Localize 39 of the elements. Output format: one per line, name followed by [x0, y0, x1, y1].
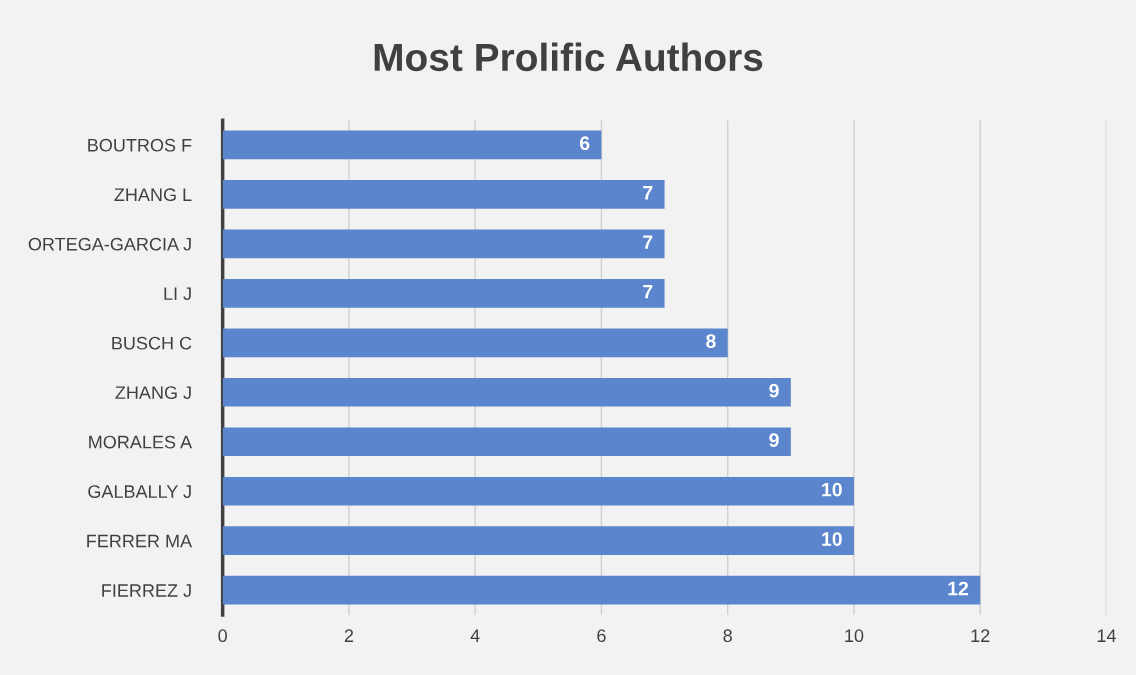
- data-label: 10: [822, 482, 842, 497]
- bar: [222, 377, 791, 407]
- x-tick-label: 4: [470, 629, 480, 642]
- bar: [222, 180, 665, 209]
- data-label: 7: [643, 186, 653, 200]
- x-tick-label: 8: [723, 629, 732, 643]
- data-label: 8: [706, 334, 716, 349]
- y-tick-label: ORTEGA-GARCIA J: [28, 237, 191, 251]
- chart-title: Most Prolific Authors: [374, 42, 763, 72]
- bar: [222, 575, 981, 605]
- data-label: 7: [643, 284, 653, 299]
- y-tick-label: BUSCH C: [112, 336, 192, 350]
- x-tick-label: 0: [218, 629, 227, 643]
- bar: [222, 229, 665, 259]
- x-tick-label: 6: [597, 629, 606, 643]
- x-tick-label: 12: [971, 629, 990, 642]
- y-tick-label: MORALES A: [89, 435, 193, 449]
- bar: [222, 278, 665, 308]
- x-tick-label: 2: [344, 629, 354, 642]
- y-tick-label: LI J: [164, 287, 191, 301]
- bar: [222, 130, 602, 160]
- x-tick-label: 10: [845, 629, 864, 643]
- y-tick-label: BOUTROS F: [88, 138, 192, 152]
- y-tick-label: ZHANG J: [115, 386, 191, 399]
- data-label: 12: [948, 581, 969, 596]
- y-tick-label: FERRER MA: [87, 534, 193, 548]
- bar: [222, 328, 728, 358]
- x-tick-label: 14: [1097, 629, 1116, 642]
- data-label: 9: [769, 433, 779, 447]
- bar: [222, 526, 854, 556]
- bar: [222, 427, 791, 457]
- data-label: 10: [822, 532, 842, 546]
- data-label: 7: [643, 235, 653, 249]
- y-tick-label: GALBALLY J: [88, 485, 191, 498]
- y-tick-label: ZHANG L: [114, 188, 192, 202]
- y-tick-label: FIERREZ J: [102, 584, 191, 597]
- data-label: 6: [579, 136, 590, 151]
- data-label: 9: [769, 383, 779, 398]
- bar: [222, 476, 854, 506]
